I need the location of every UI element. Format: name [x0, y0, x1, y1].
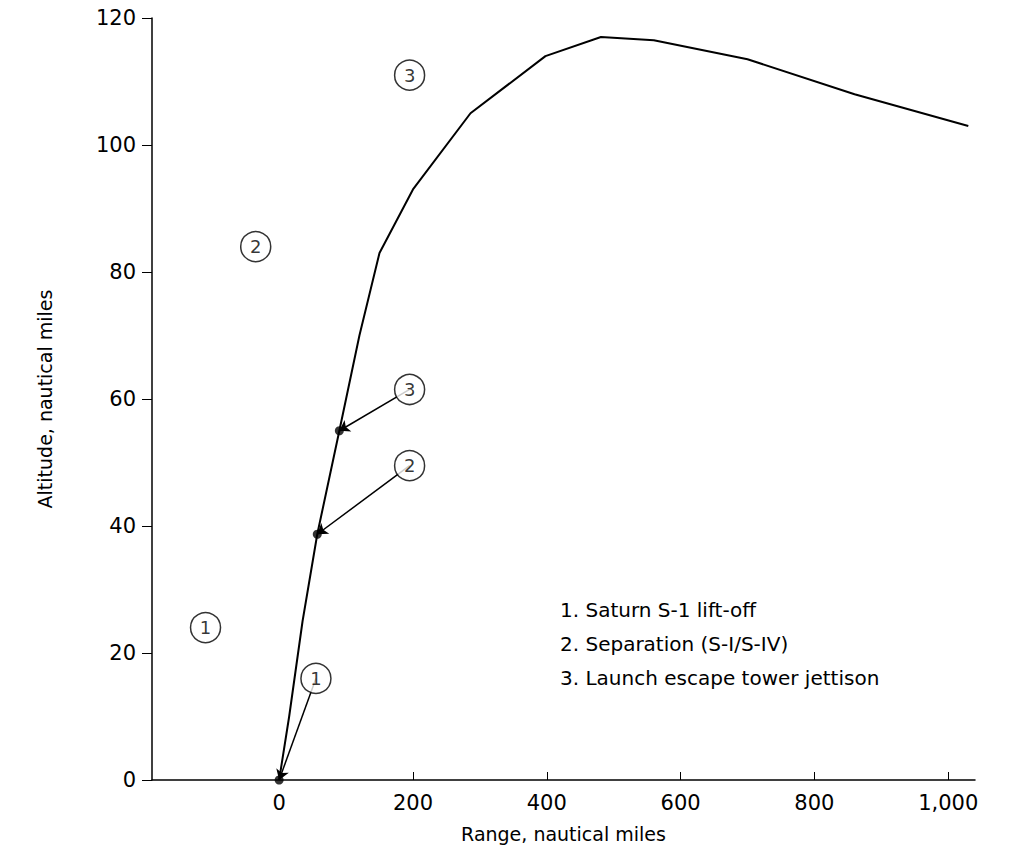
- svg-text:Altitude, nautical miles: Altitude, nautical miles: [34, 290, 56, 509]
- svg-text:Range, nautical miles: Range, nautical miles: [461, 823, 666, 845]
- svg-text:40: 40: [109, 514, 136, 538]
- svg-text:2: 2: [250, 236, 261, 257]
- svg-text:3: 3: [404, 65, 415, 86]
- svg-text:1: 1: [310, 668, 321, 689]
- svg-text:60: 60: [109, 387, 136, 411]
- svg-text:80: 80: [109, 260, 136, 284]
- svg-text:1,000: 1,000: [918, 791, 978, 815]
- svg-text:20: 20: [109, 641, 136, 665]
- svg-text:200: 200: [393, 791, 433, 815]
- svg-text:800: 800: [794, 791, 834, 815]
- svg-text:100: 100: [96, 133, 136, 157]
- svg-text:400: 400: [527, 791, 567, 815]
- svg-text:1. Saturn S-1 lift-off: 1. Saturn S-1 lift-off: [560, 598, 757, 622]
- svg-text:120: 120: [96, 6, 136, 30]
- svg-text:2. Separation (S-I/S-IV): 2. Separation (S-I/S-IV): [560, 632, 788, 656]
- svg-text:0: 0: [123, 768, 136, 792]
- svg-text:1: 1: [200, 617, 211, 638]
- svg-text:0: 0: [272, 791, 285, 815]
- svg-text:3: 3: [404, 379, 415, 400]
- svg-text:600: 600: [661, 791, 701, 815]
- svg-text:3. Launch escape tower jettiso: 3. Launch escape tower jettison: [560, 666, 879, 690]
- svg-text:2: 2: [404, 455, 415, 476]
